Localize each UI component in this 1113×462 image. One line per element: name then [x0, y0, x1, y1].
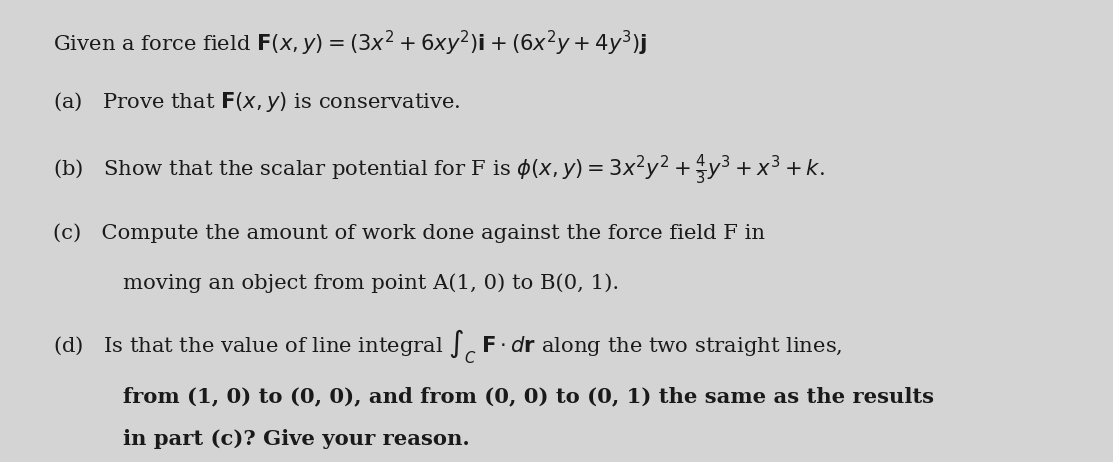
Text: (b)   Show that the scalar potential for F is $\phi(x, y) = 3x^2y^2 + \frac{4}{3: (b) Show that the scalar potential for F…	[52, 152, 825, 187]
Text: (a)   Prove that $\mathbf{F}(x, y)$ is conservative.: (a) Prove that $\mathbf{F}(x, y)$ is con…	[52, 90, 460, 114]
Text: from (1, 0) to (0, 0), and from (0, 0) to (0, 1) the same as the results: from (1, 0) to (0, 0), and from (0, 0) t…	[124, 386, 935, 406]
Text: Given a force field $\mathbf{F}(x, y) = (3x^2 + 6xy^2)\mathbf{i} + (6x^2y + 4y^3: Given a force field $\mathbf{F}(x, y) = …	[52, 29, 647, 58]
Text: (d)   Is that the value of line integral $\int_C$ $\mathbf{F}\cdot d\mathbf{r}$ : (d) Is that the value of line integral $…	[52, 327, 843, 366]
Text: in part (c)? Give your reason.: in part (c)? Give your reason.	[124, 429, 470, 449]
Text: (c)   Compute the amount of work done against the force field F in: (c) Compute the amount of work done agai…	[52, 224, 765, 243]
Text: moving an object from point A(1, 0) to B(0, 1).: moving an object from point A(1, 0) to B…	[124, 273, 620, 293]
